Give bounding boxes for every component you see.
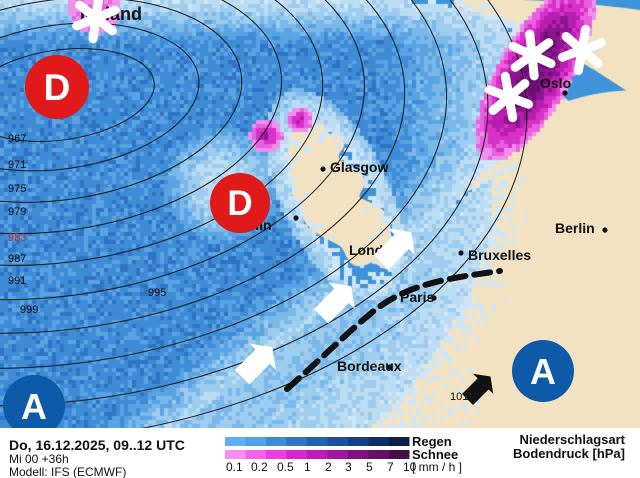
svg-text:999: 999 (20, 304, 38, 316)
svg-text:983: 983 (8, 232, 26, 244)
svg-text:7: 7 (387, 460, 394, 474)
svg-text:D: D (227, 184, 252, 223)
svg-text:A: A (21, 386, 47, 427)
svg-text:Modell: IFS (ECMWF): Modell: IFS (ECMWF) (9, 465, 126, 478)
svg-text:A: A (530, 351, 556, 392)
svg-text:3: 3 (345, 460, 352, 474)
svg-text:2: 2 (325, 460, 332, 474)
svg-text:Do, 16.12.2025, 09..12 UTC: Do, 16.12.2025, 09..12 UTC (9, 437, 185, 453)
svg-text:Niederschlagsart: Niederschlagsart (520, 432, 626, 447)
svg-text:5: 5 (366, 460, 373, 474)
svg-text:Glasgow: Glasgow (330, 159, 388, 175)
svg-text:Oslo: Oslo (540, 75, 571, 91)
svg-text:Berlin: Berlin (555, 220, 595, 236)
svg-text:991: 991 (8, 275, 26, 287)
svg-text:995: 995 (148, 287, 166, 299)
svg-text:Mi 00 +36h: Mi 00 +36h (9, 452, 69, 466)
svg-text:D: D (44, 67, 71, 108)
svg-text:Bodendruck [hPa]: Bodendruck [hPa] (513, 446, 625, 461)
svg-text:967: 967 (8, 133, 26, 145)
svg-text:1: 1 (304, 460, 311, 474)
svg-text:0.5: 0.5 (277, 460, 294, 474)
svg-text:971: 971 (8, 159, 26, 171)
svg-text:0.2: 0.2 (251, 460, 268, 474)
svg-text:Bruxelles: Bruxelles (468, 247, 531, 263)
svg-text:0.1: 0.1 (226, 460, 243, 474)
svg-text:[ mm / h ]: [ mm / h ] (412, 460, 462, 474)
svg-text:975: 975 (8, 183, 26, 195)
svg-text:979: 979 (8, 206, 26, 218)
svg-text:987: 987 (8, 253, 26, 265)
